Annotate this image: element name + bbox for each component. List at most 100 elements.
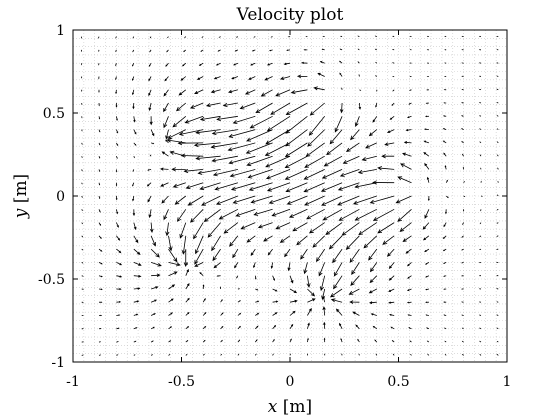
velocity-arrow bbox=[254, 275, 257, 280]
velocity-arrow bbox=[147, 169, 152, 171]
velocity-arrow bbox=[210, 142, 238, 149]
velocity-arrow bbox=[116, 116, 118, 121]
velocity-arrow bbox=[211, 235, 221, 252]
velocity-arrow bbox=[148, 76, 152, 82]
y-axis-symbol: y bbox=[11, 208, 31, 219]
velocity-arrow bbox=[98, 248, 103, 252]
velocity-arrow bbox=[407, 314, 412, 316]
velocity-arrow bbox=[245, 142, 273, 154]
velocity-arrow bbox=[168, 235, 173, 252]
velocity-arrow bbox=[287, 262, 291, 272]
velocity-arrow bbox=[220, 339, 223, 343]
velocity-arrow bbox=[215, 195, 239, 205]
velocity-arrow bbox=[325, 222, 343, 236]
velocity-arrow bbox=[368, 129, 378, 137]
velocity-arrow bbox=[496, 222, 499, 224]
velocity-arrow bbox=[98, 328, 102, 330]
velocity-arrow bbox=[166, 138, 186, 144]
velocity-arrow bbox=[443, 314, 447, 316]
velocity-arrow bbox=[312, 235, 325, 248]
velocity-arrow bbox=[397, 176, 412, 184]
velocity-arrow bbox=[422, 235, 430, 241]
velocity-arrow bbox=[98, 301, 103, 304]
velocity-arrow bbox=[98, 235, 102, 240]
velocity-arrow bbox=[246, 235, 256, 243]
velocity-arrow bbox=[265, 155, 291, 168]
velocity-arrow bbox=[285, 129, 308, 147]
velocity-arrow bbox=[284, 142, 308, 158]
velocity-arrow bbox=[461, 314, 464, 316]
velocity-arrow bbox=[115, 63, 117, 67]
velocity-arrow bbox=[323, 321, 326, 329]
velocity-arrow bbox=[496, 88, 499, 91]
velocity-arrow bbox=[216, 115, 238, 122]
velocity-arrow bbox=[199, 182, 221, 191]
velocity-arrow bbox=[116, 156, 118, 159]
velocity-arrow bbox=[248, 182, 273, 191]
velocity-arrow bbox=[426, 89, 429, 91]
velocity-arrow bbox=[132, 63, 135, 67]
velocity-arrow bbox=[286, 195, 308, 205]
velocity-arrow bbox=[368, 301, 377, 305]
velocity-arrow bbox=[369, 195, 395, 204]
velocity-arrow bbox=[237, 300, 241, 303]
velocity-arrow bbox=[227, 142, 256, 152]
velocity-arrow bbox=[341, 87, 343, 90]
velocity-arrow bbox=[496, 115, 499, 117]
velocity-arrow bbox=[255, 325, 259, 330]
velocity-arrow bbox=[116, 354, 119, 356]
velocity-arrow bbox=[201, 36, 204, 38]
velocity-arrow bbox=[266, 182, 291, 192]
velocity-arrow bbox=[279, 235, 291, 243]
velocity-arrow bbox=[254, 353, 257, 356]
velocity-arrow bbox=[220, 312, 224, 316]
velocity-arrow bbox=[205, 102, 221, 108]
velocity-arrow bbox=[160, 182, 169, 187]
velocity-arrow bbox=[386, 248, 395, 257]
velocity-arrow bbox=[266, 115, 291, 132]
velocity-arrow bbox=[372, 116, 378, 123]
velocity-arrow bbox=[202, 312, 207, 316]
velocity-arrow bbox=[211, 129, 238, 136]
velocity-arrow bbox=[307, 307, 312, 316]
velocity-arrow bbox=[236, 275, 239, 279]
velocity-arrow bbox=[365, 142, 377, 149]
velocity-arrow bbox=[236, 36, 239, 38]
velocity-arrow bbox=[133, 354, 136, 356]
velocity-arrow bbox=[98, 288, 103, 291]
velocity-arrow bbox=[160, 167, 169, 171]
velocity-arrow bbox=[315, 248, 326, 263]
velocity-arrow bbox=[339, 322, 343, 329]
velocity-arrow bbox=[81, 195, 83, 199]
velocity-arrow bbox=[407, 275, 412, 279]
velocity-arrow bbox=[116, 341, 119, 343]
velocity-arrow bbox=[349, 248, 360, 263]
velocity-arrow bbox=[132, 36, 135, 39]
velocity-arrow bbox=[280, 76, 291, 80]
velocity-arrow bbox=[115, 182, 118, 187]
velocity-arrow bbox=[272, 300, 279, 303]
velocity-arrow bbox=[251, 49, 256, 52]
velocity-arrow bbox=[290, 89, 308, 95]
velocity-arrow bbox=[328, 235, 343, 250]
velocity-arrow bbox=[443, 301, 447, 303]
velocity-arrow bbox=[147, 195, 152, 203]
velocity-arrow bbox=[237, 325, 241, 330]
velocity-arrow bbox=[303, 262, 308, 275]
velocity-arrow bbox=[345, 235, 360, 250]
velocity-arrow bbox=[265, 169, 291, 180]
velocity-arrow bbox=[350, 129, 360, 141]
velocity-arrow bbox=[81, 182, 83, 185]
velocity-arrow bbox=[423, 140, 430, 144]
velocity-arrow bbox=[442, 128, 447, 130]
velocity-arrow bbox=[272, 353, 274, 356]
velocity-arrow bbox=[461, 288, 464, 290]
velocity-arrow bbox=[363, 235, 378, 249]
velocity-arrow bbox=[285, 102, 308, 116]
velocity-arrow bbox=[133, 274, 142, 278]
velocity-arrow bbox=[148, 89, 152, 97]
velocity-arrow bbox=[197, 169, 221, 175]
velocity-arrow bbox=[350, 275, 360, 286]
velocity-arrow bbox=[150, 129, 155, 137]
velocity-arrow bbox=[115, 36, 117, 39]
